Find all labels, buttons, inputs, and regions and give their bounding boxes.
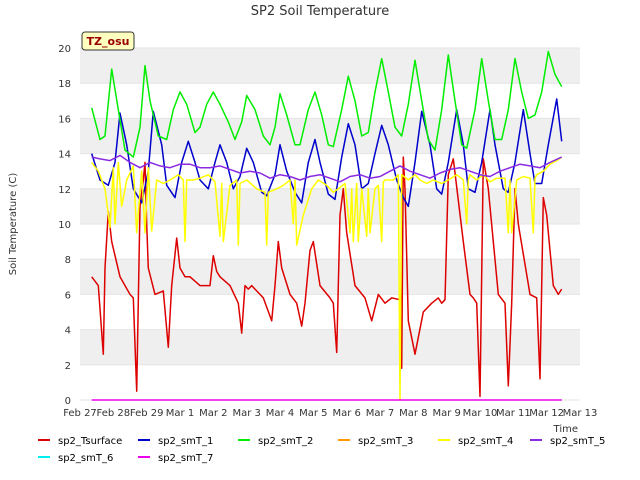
- y-tick-label: 2: [65, 361, 71, 372]
- y-tick-label: 20: [58, 44, 71, 55]
- grid-band: [80, 259, 580, 295]
- legend-label: sp2_Tsurface: [58, 436, 122, 447]
- x-tick-label: Feb 27: [63, 408, 97, 419]
- y-axis-label: Soil Temperature (C): [8, 173, 19, 276]
- x-tick-label: Mar 12: [529, 408, 564, 419]
- x-tick-label: Mar 1: [166, 408, 194, 419]
- y-axis-ticks: 0 2 4 6 8 10 12 14 16 18 20: [58, 44, 71, 407]
- x-tick-label: Mar 3: [232, 408, 260, 419]
- site-tag-label: TZ_osu: [87, 35, 130, 48]
- x-tick-label: Mar 4: [266, 408, 294, 419]
- legend: sp2_Tsurface sp2_smT_1 sp2_smT_2 sp2_smT_3 s…: [38, 436, 605, 464]
- x-tick-label: Mar 10: [463, 408, 498, 419]
- y-tick-label: 4: [65, 326, 71, 337]
- x-tick-label: Mar 11: [496, 408, 531, 419]
- legend-label: sp2_smT_4: [458, 436, 513, 447]
- x-axis-ticks: Feb 27 Feb 28 Feb 29 Mar 1 Mar 2 Mar 3 Mar 4 Ma…: [63, 408, 597, 419]
- y-tick-label: 16: [58, 114, 71, 125]
- x-tick-label: Feb 28: [97, 408, 131, 419]
- grid-band: [80, 329, 580, 365]
- legend-label: sp2_smT_7: [158, 453, 213, 464]
- y-tick-label: 10: [58, 220, 71, 231]
- x-tick-label: Mar 8: [399, 408, 427, 419]
- series-line-sp2_smT_2: [90, 50, 563, 158]
- series-line-sp2_Tsurface: [91, 156, 563, 398]
- y-tick-label: 6: [65, 290, 71, 301]
- legend-label: sp2_smT_2: [258, 436, 313, 447]
- legend-label: sp2_smT_1: [158, 436, 213, 447]
- series-line-sp2_smT_4: [91, 156, 563, 401]
- series-lines: [90, 50, 563, 401]
- series-line-sp2_smT_1: [90, 98, 563, 208]
- y-tick-label: 12: [58, 185, 71, 196]
- grid-band: [80, 48, 580, 84]
- site-tag-box: [81, 31, 135, 51]
- y-tick-label: 14: [58, 150, 71, 161]
- y-tick-label: 0: [65, 396, 71, 407]
- plot-background: [80, 47, 580, 401]
- x-tick-label: Mar 5: [299, 408, 327, 419]
- legend-label: sp2_smT_5: [550, 436, 605, 447]
- x-tick-label: Mar 6: [332, 408, 360, 419]
- series-line-sp2_smT_5: [91, 154, 563, 183]
- x-tick-label: Feb 29: [130, 408, 164, 419]
- x-tick-label: Mar 9: [432, 408, 460, 419]
- chart-title: SP2 Soil Temperature: [251, 4, 389, 19]
- x-tick-label: Mar 13: [563, 408, 598, 419]
- legend-label: sp2_smT_3: [358, 436, 413, 447]
- grid-band: [80, 118, 580, 154]
- x-tick-label: Mar 7: [366, 408, 394, 419]
- legend-label: sp2_smT_6: [58, 453, 113, 464]
- y-tick-label: 8: [65, 255, 71, 266]
- x-axis-label: Time: [553, 424, 578, 435]
- x-tick-label: Mar 2: [199, 408, 227, 419]
- site-tag: TZ_osu: [81, 31, 135, 51]
- y-tick-label: 18: [58, 79, 71, 90]
